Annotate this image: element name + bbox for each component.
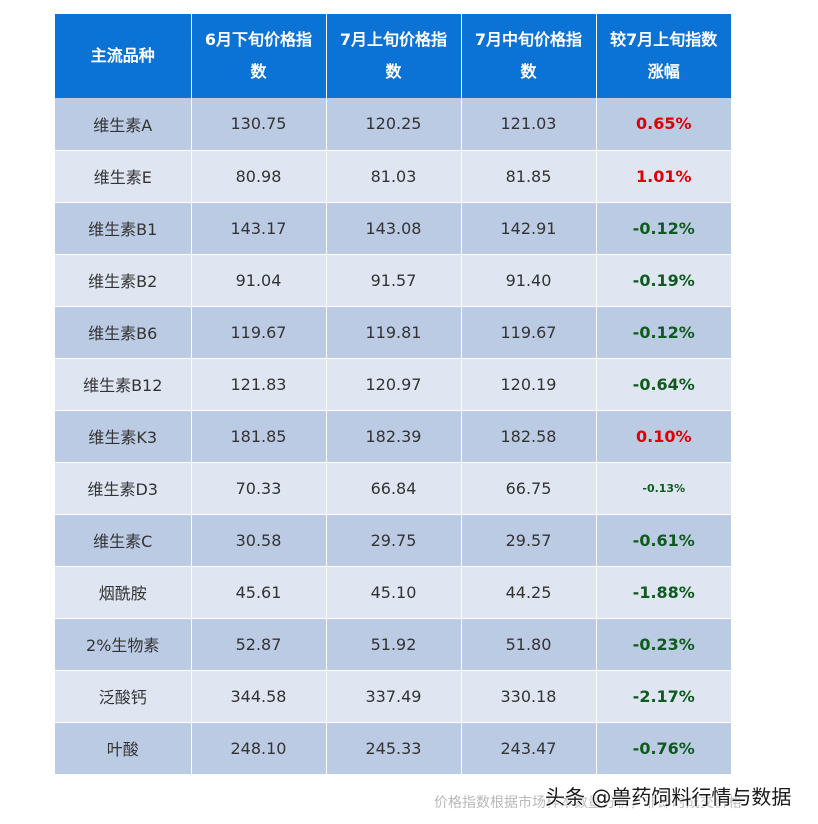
cell-change: 0.65% — [596, 98, 731, 151]
cell-july-mid-index: 66.75 — [461, 462, 597, 515]
cell-july-early-index: 337.49 — [326, 670, 462, 723]
cell-june-late-index: 70.33 — [191, 462, 327, 515]
cell-july-mid-index: 29.57 — [461, 514, 597, 567]
table-row: 维生素A 130.75 120.25 121.03 0.65% — [55, 98, 731, 151]
cell-variety: 维生素E — [55, 150, 192, 203]
cell-change: -1.88% — [596, 566, 731, 619]
header-change-vs-july-early: 较7月上旬指数涨幅 — [596, 14, 731, 98]
cell-june-late-index: 45.61 — [191, 566, 327, 619]
cell-change: -0.19% — [596, 254, 731, 307]
footer-note: 价格指数根据市场样本数量分析，非即时成交价格 — [434, 795, 742, 811]
cell-change: -0.76% — [596, 722, 731, 775]
table-row: 维生素E 80.98 81.03 81.85 1.01% — [55, 150, 731, 203]
cell-variety: 2%生物素 — [55, 618, 192, 671]
cell-june-late-index: 121.83 — [191, 358, 327, 411]
cell-july-early-index: 91.57 — [326, 254, 462, 307]
cell-july-mid-index: 142.91 — [461, 202, 597, 255]
cell-june-late-index: 30.58 — [191, 514, 327, 567]
table-row: 维生素B1 143.17 143.08 142.91 -0.12% — [55, 202, 731, 255]
cell-july-mid-index: 51.80 — [461, 618, 597, 671]
table-row: 维生素B12 121.83 120.97 120.19 -0.64% — [55, 358, 731, 411]
cell-june-late-index: 181.85 — [191, 410, 327, 463]
cell-july-early-index: 45.10 — [326, 566, 462, 619]
cell-change: 0.10% — [596, 410, 731, 463]
table-row: 维生素B2 91.04 91.57 91.40 -0.19% — [55, 254, 731, 307]
cell-july-early-index: 120.25 — [326, 98, 462, 151]
cell-variety: 维生素B12 — [55, 358, 192, 411]
cell-july-mid-index: 182.58 — [461, 410, 597, 463]
cell-change: 1.01% — [596, 150, 731, 203]
cell-change: -0.64% — [596, 358, 731, 411]
header-variety: 主流品种 — [55, 14, 192, 98]
cell-july-early-index: 81.03 — [326, 150, 462, 203]
cell-june-late-index: 91.04 — [191, 254, 327, 307]
cell-variety: 维生素C — [55, 514, 192, 567]
vitamin-price-index-table: 主流品种 6月下旬价格指数 7月上旬价格指数 7月中旬价格指数 较7月上旬指数涨… — [55, 14, 731, 775]
header-june-late-index: 6月下旬价格指数 — [191, 14, 327, 98]
cell-june-late-index: 80.98 — [191, 150, 327, 203]
cell-july-early-index: 29.75 — [326, 514, 462, 567]
cell-variety: 叶酸 — [55, 722, 192, 775]
cell-change: -0.13% — [596, 462, 731, 515]
cell-change: -0.12% — [596, 202, 731, 255]
table-row: 泛酸钙 344.58 337.49 330.18 -2.17% — [55, 670, 731, 723]
cell-july-early-index: 51.92 — [326, 618, 462, 671]
table-body: 维生素A 130.75 120.25 121.03 0.65% 维生素E 80.98 81.0… — [55, 98, 731, 775]
cell-july-early-index: 245.33 — [326, 722, 462, 775]
cell-june-late-index: 344.58 — [191, 670, 327, 723]
header-july-mid-index: 7月中旬价格指数 — [461, 14, 597, 98]
cell-june-late-index: 130.75 — [191, 98, 327, 151]
header-july-early-index: 7月上旬价格指数 — [326, 14, 462, 98]
cell-variety: 泛酸钙 — [55, 670, 192, 723]
table-row: 2%生物素 52.87 51.92 51.80 -0.23% — [55, 618, 731, 671]
cell-variety: 维生素B6 — [55, 306, 192, 359]
cell-variety: 维生素D3 — [55, 462, 192, 515]
cell-june-late-index: 52.87 — [191, 618, 327, 671]
cell-july-early-index: 119.81 — [326, 306, 462, 359]
cell-july-mid-index: 121.03 — [461, 98, 597, 151]
table-row: 维生素B6 119.67 119.81 119.67 -0.12% — [55, 306, 731, 359]
cell-july-mid-index: 81.85 — [461, 150, 597, 203]
cell-july-early-index: 66.84 — [326, 462, 462, 515]
cell-july-early-index: 120.97 — [326, 358, 462, 411]
table-row: 烟酰胺 45.61 45.10 44.25 -1.88% — [55, 566, 731, 619]
table-row: 维生素D3 70.33 66.84 66.75 -0.13% — [55, 462, 731, 515]
cell-june-late-index: 143.17 — [191, 202, 327, 255]
cell-july-mid-index: 44.25 — [461, 566, 597, 619]
cell-change: -0.12% — [596, 306, 731, 359]
cell-change: -2.17% — [596, 670, 731, 723]
cell-variety: 烟酰胺 — [55, 566, 192, 619]
cell-variety: 维生素A — [55, 98, 192, 151]
watermark: 头条 @兽药饲料行情与数据 — [545, 785, 792, 809]
cell-july-mid-index: 243.47 — [461, 722, 597, 775]
cell-change: -0.61% — [596, 514, 731, 567]
cell-june-late-index: 248.10 — [191, 722, 327, 775]
cell-july-mid-index: 91.40 — [461, 254, 597, 307]
cell-variety: 维生素B1 — [55, 202, 192, 255]
cell-july-mid-index: 119.67 — [461, 306, 597, 359]
cell-variety: 维生素K3 — [55, 410, 192, 463]
cell-variety: 维生素B2 — [55, 254, 192, 307]
cell-july-mid-index: 120.19 — [461, 358, 597, 411]
table-header-row: 主流品种 6月下旬价格指数 7月上旬价格指数 7月中旬价格指数 较7月上旬指数涨… — [55, 14, 731, 98]
cell-change: -0.23% — [596, 618, 731, 671]
cell-july-mid-index: 330.18 — [461, 670, 597, 723]
table-row: 维生素C 30.58 29.75 29.57 -0.61% — [55, 514, 731, 567]
table-row: 维生素K3 181.85 182.39 182.58 0.10% — [55, 410, 731, 463]
table-row: 叶酸 248.10 245.33 243.47 -0.76% — [55, 722, 731, 775]
cell-july-early-index: 143.08 — [326, 202, 462, 255]
cell-june-late-index: 119.67 — [191, 306, 327, 359]
cell-july-early-index: 182.39 — [326, 410, 462, 463]
